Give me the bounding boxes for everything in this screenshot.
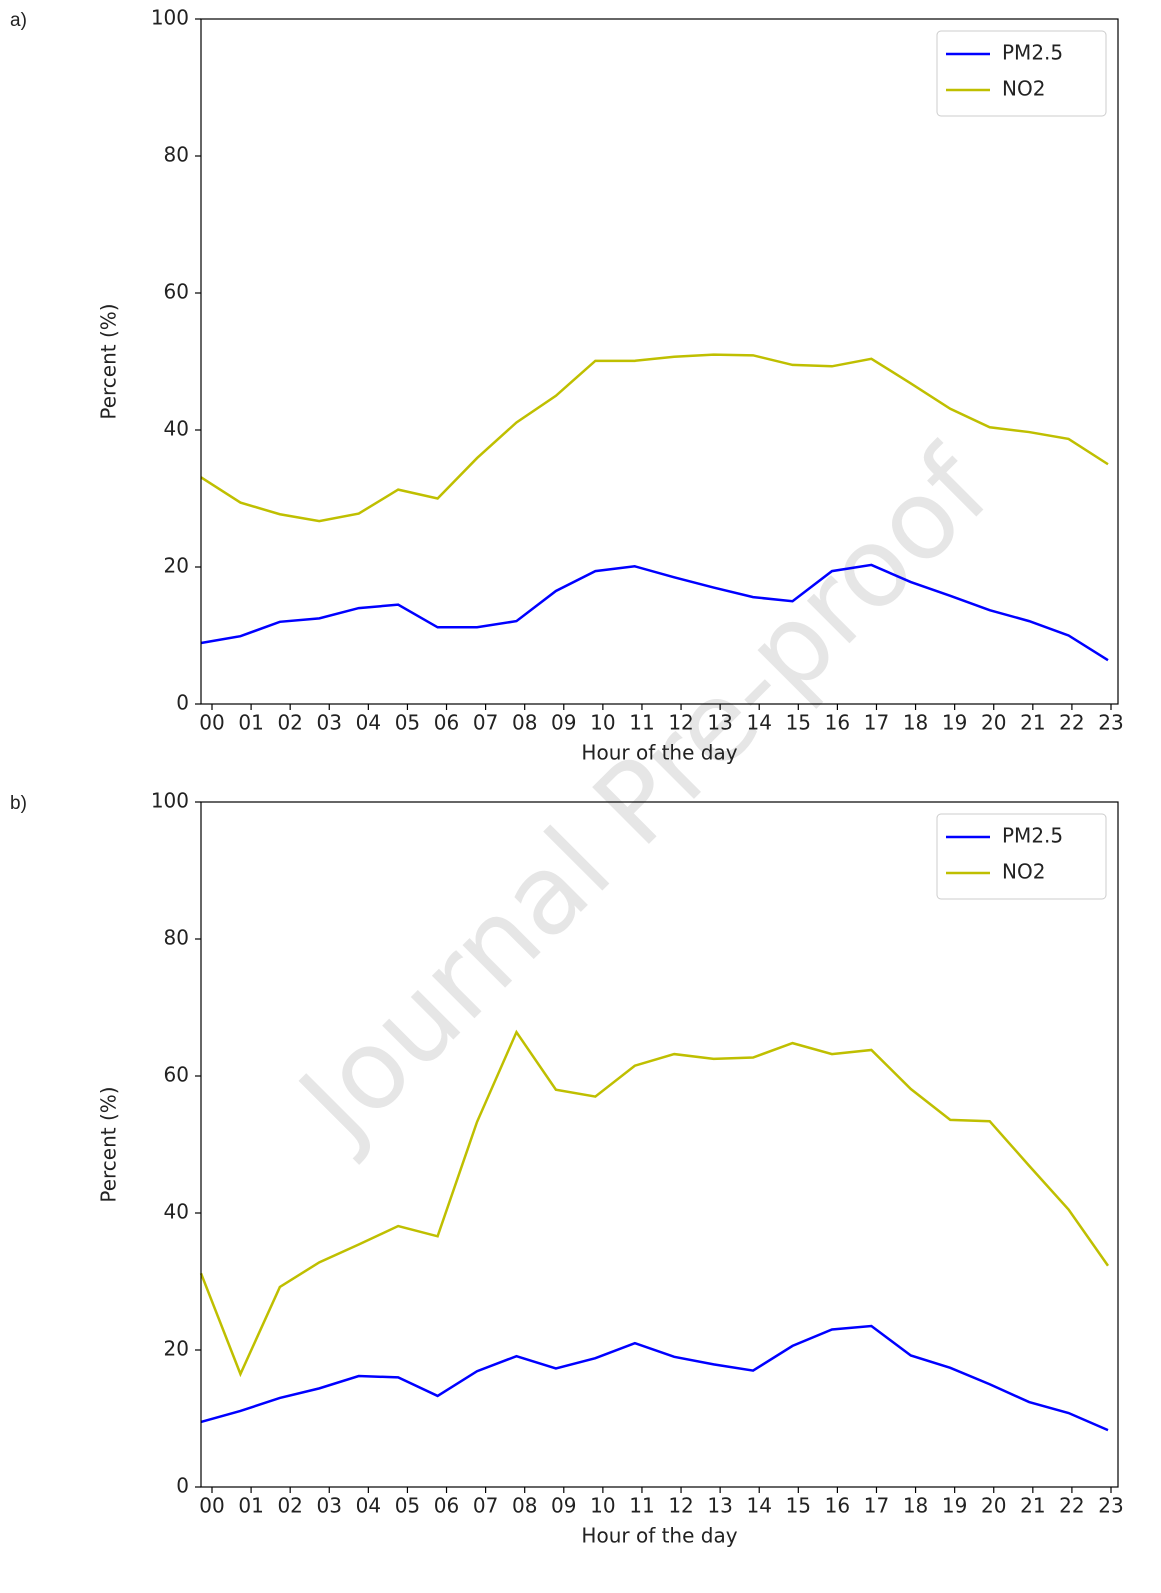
- x-tick-label: 12: [668, 1494, 693, 1518]
- x-tick-label: 08: [512, 711, 537, 735]
- x-tick-label: 22: [1059, 1494, 1084, 1518]
- y-tick-label: 100: [151, 6, 189, 30]
- x-tick-label: 15: [786, 711, 811, 735]
- x-tick-label: 16: [825, 711, 850, 735]
- y-tick-label: 60: [164, 1063, 189, 1087]
- legend-box: [936, 30, 1107, 117]
- x-tick-label: 15: [786, 1494, 811, 1518]
- x-tick-label: 14: [746, 1494, 771, 1518]
- series-line: [200, 563, 1109, 662]
- y-tick-label: 80: [164, 926, 189, 950]
- x-tick-label: 09: [551, 711, 576, 735]
- x-tick-label: 06: [434, 711, 459, 735]
- y-tick-label: 0: [176, 1474, 189, 1498]
- series-line: [200, 1324, 1109, 1432]
- x-tick-label: 13: [707, 1494, 732, 1518]
- x-tick-label: 08: [512, 1494, 537, 1518]
- y-tick-label: 60: [164, 280, 189, 304]
- x-tick-label: 02: [277, 1494, 302, 1518]
- x-tick-label: 12: [668, 711, 693, 735]
- legend-label: PM2.5: [1002, 824, 1063, 848]
- x-tick-label: 01: [238, 711, 263, 735]
- x-tick-label: 09: [551, 1494, 576, 1518]
- x-tick-label: 17: [864, 1494, 889, 1518]
- x-tick-label: 03: [317, 1494, 342, 1518]
- x-tick-label: 01: [238, 1494, 263, 1518]
- x-tick-label: 10: [590, 711, 615, 735]
- watermark: Journal Pre-proof: [271, 424, 1015, 1168]
- legend-box: [936, 813, 1107, 900]
- y-tick-label: 100: [151, 789, 189, 813]
- x-tick-label: 03: [317, 711, 342, 735]
- x-tick-label: 20: [981, 711, 1006, 735]
- x-tick-label: 22: [1059, 711, 1084, 735]
- x-tick-label: 07: [473, 711, 498, 735]
- series-line: [199, 1029, 1110, 1378]
- plot-frame: [200, 18, 1119, 705]
- x-tick-label: 19: [942, 1494, 967, 1518]
- legend-label: NO2: [1002, 860, 1045, 884]
- y-tick-label: 40: [164, 1200, 189, 1224]
- x-axis-label: Hour of the day: [581, 741, 737, 765]
- x-tick-label: 21: [1020, 711, 1045, 735]
- x-tick-label: 19: [942, 711, 967, 735]
- y-tick-label: 0: [176, 691, 189, 715]
- series-line: [200, 353, 1109, 523]
- x-tick-label: 05: [395, 1494, 420, 1518]
- plot-frame: [200, 801, 1119, 1488]
- x-tick-label: 02: [277, 711, 302, 735]
- x-tick-label: 00: [199, 711, 224, 735]
- x-tick-label: 10: [590, 1494, 615, 1518]
- x-tick-label: 11: [629, 711, 654, 735]
- x-tick-label: 04: [356, 711, 381, 735]
- x-tick-label: 11: [629, 1494, 654, 1518]
- x-tick-label: 16: [825, 1494, 850, 1518]
- y-axis-label: Percent (%): [97, 1086, 121, 1202]
- legend-label: NO2: [1002, 77, 1045, 101]
- y-axis-label: Percent (%): [97, 303, 121, 419]
- legend-label: PM2.5: [1002, 41, 1063, 65]
- x-tick-label: 06: [434, 1494, 459, 1518]
- x-tick-label: 23: [1098, 1494, 1123, 1518]
- y-tick-label: 80: [164, 143, 189, 167]
- x-tick-label: 13: [707, 711, 732, 735]
- x-tick-label: 23: [1098, 711, 1123, 735]
- x-tick-label: 21: [1020, 1494, 1045, 1518]
- x-tick-label: 18: [903, 1494, 928, 1518]
- x-tick-label: 05: [395, 711, 420, 735]
- y-tick-label: 20: [164, 554, 189, 578]
- x-tick-label: 18: [903, 711, 928, 735]
- y-tick-label: 20: [164, 1337, 189, 1361]
- x-tick-label: 04: [356, 1494, 381, 1518]
- y-tick-label: 40: [164, 417, 189, 441]
- x-tick-label: 07: [473, 1494, 498, 1518]
- panel-label: a): [10, 10, 27, 31]
- panel-label: b): [10, 793, 27, 814]
- x-tick-label: 17: [864, 711, 889, 735]
- x-tick-label: 00: [199, 1494, 224, 1518]
- x-tick-label: 14: [746, 711, 771, 735]
- x-tick-label: 20: [981, 1494, 1006, 1518]
- x-axis-label: Hour of the day: [581, 1524, 737, 1548]
